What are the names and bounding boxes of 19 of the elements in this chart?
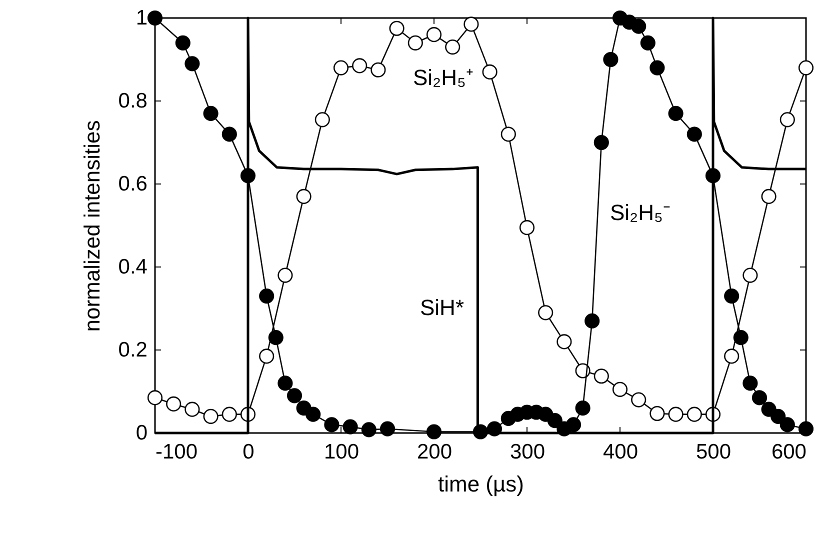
x-tick-label: 400 xyxy=(602,440,638,464)
y-tick-label: 0.4 xyxy=(118,256,148,278)
x-tick-label: 200 xyxy=(416,440,452,464)
series-label: Si₂H₅⁻ xyxy=(610,200,670,225)
y-tick-label: 0.2 xyxy=(118,338,148,362)
series-label: Si₂H₅⁺ xyxy=(413,65,473,90)
x-tick-label: 500 xyxy=(696,440,732,464)
x-tick-label: 300 xyxy=(510,440,546,464)
y-tick-label: 0.6 xyxy=(118,172,148,196)
y-tick-label: 0.8 xyxy=(118,90,148,112)
series-label: SiH* xyxy=(420,295,464,320)
x-tick-label: 600 xyxy=(771,440,806,464)
y-tick-label: 1 xyxy=(136,6,148,30)
x-tick-label: 100 xyxy=(324,440,360,464)
x-tick-label: 0 xyxy=(242,440,254,464)
x-tick-label: -100 xyxy=(156,440,198,464)
y-tick-label: 0 xyxy=(136,422,148,444)
y-axis-title: normalized intensities xyxy=(79,120,104,332)
x-axis-title: time (µs) xyxy=(438,472,524,496)
